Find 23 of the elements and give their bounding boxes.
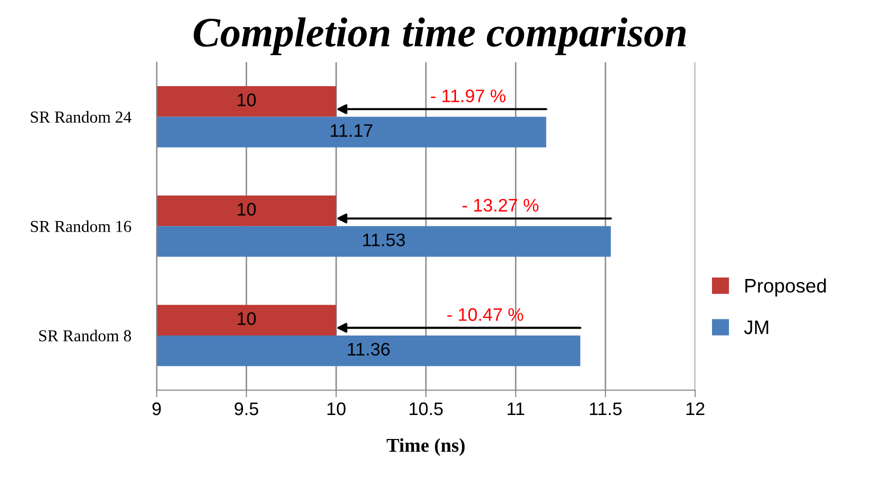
- y-tick-label: SR Random 8: [39, 330, 132, 342]
- x-tick-label: 9: [152, 402, 161, 416]
- x-tick-label: 11.5: [590, 402, 622, 416]
- x-tick-label: 9.5: [234, 402, 258, 416]
- x-tick-label: 12: [686, 402, 704, 416]
- y-tick-label: SR Random 24: [30, 111, 132, 123]
- annotation: - 10.47 %: [447, 308, 524, 321]
- legend-label: JM: [744, 320, 768, 334]
- data-label: 10: [238, 312, 256, 326]
- data-label: 11.17: [330, 124, 372, 137]
- annotation: - 13.27 %: [462, 198, 538, 212]
- x-axis-title: Time (ns): [386, 438, 465, 456]
- data-label: 11.36: [348, 342, 390, 356]
- x-tick-label: 10.5: [410, 402, 443, 416]
- x-tick-label: 10: [327, 402, 346, 416]
- annotation: - 11.97 %: [430, 90, 506, 102]
- x-tick-label: 11: [508, 402, 524, 416]
- data-label: 10: [238, 94, 256, 106]
- legend-label: Proposed: [745, 278, 826, 296]
- chart-title: Completion time comparison: [194, 17, 686, 56]
- data-label: 11.53: [363, 234, 405, 246]
- data-label: 10: [238, 202, 256, 216]
- y-tick-label: SR Random 16: [30, 220, 132, 232]
